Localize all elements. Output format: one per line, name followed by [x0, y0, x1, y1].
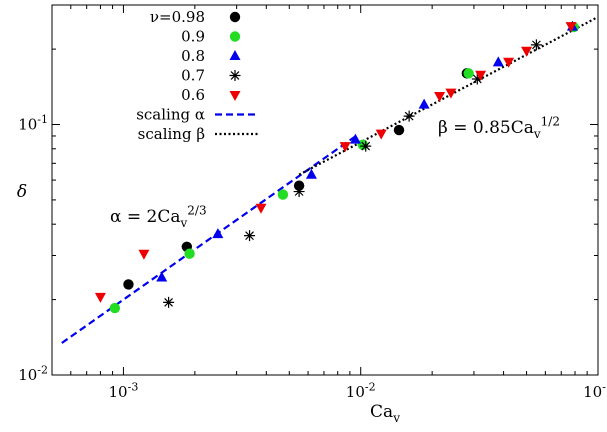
data-point-series-1: [277, 189, 289, 200]
legend-label-4: 0.6: [181, 86, 205, 104]
data-point-series-4: [521, 46, 533, 57]
axes: 10-3​ 10-2​ 10-1​ 10-2​ 10-1​ Cav​ δ: [17, 4, 607, 425]
x-tick-label: 10-2​: [346, 380, 376, 401]
y-tick-label: 10-1​: [18, 113, 48, 134]
data-point-series-4: [565, 22, 577, 33]
legend-label-fit-1: scaling β: [138, 125, 205, 143]
legend-marker-0: [229, 11, 241, 23]
legend-marker-3: [229, 70, 241, 81]
legend-marker-1: [229, 31, 241, 42]
data-point-series-2: [349, 133, 361, 144]
data-point-series-4: [255, 203, 267, 214]
plot-frame: [51, 4, 599, 376]
data-point-series-1: [463, 68, 474, 79]
data-point-series-4: [94, 292, 106, 303]
fit-line-1: [298, 17, 597, 176]
y-tick-label: 10-2​: [18, 363, 48, 384]
data-point-series-1: [184, 248, 195, 259]
data-point-series-0: [123, 279, 134, 290]
data-point-series-4: [138, 249, 150, 260]
data-point-series-2: [418, 98, 430, 109]
data-point-series-1: [109, 302, 121, 314]
data-point-series-0: [393, 124, 405, 136]
data-point-series-3: [403, 110, 415, 122]
data-point-series-4: [434, 91, 446, 102]
data-point-series-2: [492, 56, 504, 67]
data-point-series-2: [212, 228, 224, 239]
data-point-series-3: [471, 73, 483, 85]
annotation-beta: β = 0.85Cav​1/2​: [438, 114, 560, 141]
legend-marker-2: [229, 50, 241, 60]
legend-label-0: ν=0.98: [150, 8, 205, 26]
legend-label-fit-0: scaling α: [136, 106, 205, 124]
data-points: [94, 20, 579, 314]
x-tick-label: 10-3​: [109, 380, 139, 401]
fit-lines: [61, 17, 597, 344]
data-point-series-2: [156, 271, 168, 282]
annotations: α = 2Cav​2/3​ β = 0.85Cav​1/2​: [110, 114, 560, 230]
data-point-series-4: [445, 88, 457, 99]
legend-label-1: 0.9: [181, 28, 205, 46]
data-point-series-4: [375, 129, 387, 140]
data-point-series-3: [293, 186, 305, 198]
y-axis-label: δ: [17, 182, 27, 202]
data-point-series-3: [360, 140, 372, 152]
legend-marker-4: [229, 91, 241, 101]
annotation-alpha: α = 2Cav​2/3​: [110, 203, 207, 230]
data-point-series-3: [530, 39, 542, 51]
legend-label-2: 0.8: [181, 47, 205, 65]
x-axis-label: Cav​: [370, 402, 400, 425]
data-point-series-4: [339, 142, 351, 153]
data-point-series-3: [244, 230, 256, 242]
data-point-series-2: [305, 168, 317, 179]
data-point-series-4: [475, 70, 487, 81]
x-tick-label: 10-1​: [583, 380, 607, 401]
data-point-series-4: [503, 57, 515, 68]
legend-label-3: 0.7: [181, 67, 205, 85]
data-point-series-3: [163, 296, 175, 308]
